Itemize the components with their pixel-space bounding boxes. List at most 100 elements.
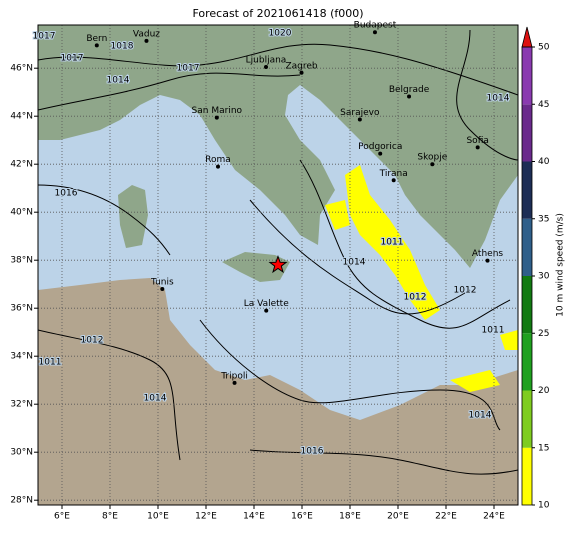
isobar-label: 1012: [454, 286, 477, 296]
x-tick-label: 12°E: [195, 512, 217, 522]
map-area: [38, 25, 518, 505]
x-tick-label: 22°E: [435, 512, 457, 522]
colorbar-tick-label: 15: [538, 443, 549, 453]
isobar-label: 1017: [61, 54, 84, 64]
x-tick-label: 10°E: [147, 512, 169, 522]
isobar-label: 1014: [343, 258, 366, 268]
colorbar-tick-label: 20: [538, 386, 550, 396]
y-tick-label: 42°N: [10, 160, 33, 170]
city-label: San Marino: [192, 106, 243, 116]
city-label: Athens: [472, 249, 503, 259]
isobar-label: 1014: [487, 94, 510, 104]
y-tick-label: 46°N: [10, 64, 33, 74]
city-marker: [144, 38, 149, 43]
isobar-label: 1014: [469, 411, 492, 421]
isobar-label: 1016: [55, 189, 78, 199]
y-tick-label: 34°N: [10, 352, 33, 362]
isobar-label: 1017: [33, 32, 56, 42]
city-label: Tunis: [150, 278, 174, 288]
colorbar-segment: [522, 333, 532, 391]
colorbar-tick-label: 10: [538, 501, 550, 511]
x-tick-label: 20°E: [387, 512, 409, 522]
colorbar-tick-label: 25: [538, 329, 549, 339]
y-tick-label: 38°N: [10, 256, 33, 266]
city-marker: [378, 151, 383, 156]
y-tick-label: 30°N: [10, 448, 33, 458]
city-label: Vaduz: [133, 29, 160, 39]
y-tick-label: 40°N: [10, 208, 33, 218]
city-marker: [485, 258, 490, 263]
city-label: Budapest: [354, 21, 397, 31]
isobar-label: 1018: [111, 42, 134, 52]
sicily: [222, 252, 290, 282]
y-tick-label: 32°N: [10, 400, 33, 410]
city-marker: [216, 164, 220, 169]
colorbar-segment: [522, 47, 532, 105]
city-label: Tirana: [379, 169, 408, 179]
colorbar-segment: [522, 447, 532, 505]
city-marker: [357, 117, 362, 122]
y-tick-label: 44°N: [10, 112, 33, 122]
x-tick-label: 24°E: [483, 512, 505, 522]
colorbar-tick-label: 45: [538, 100, 549, 110]
isobar-label: 1012: [81, 336, 104, 346]
city-marker: [94, 43, 99, 48]
title: Forecast of 2021061418 (f000): [192, 7, 363, 20]
x-tick-label: 8°E: [102, 512, 118, 522]
city-marker: [264, 65, 268, 69]
y-tick-label: 28°N: [10, 496, 33, 506]
isobar-label: 1014: [144, 394, 167, 404]
y-tick-label: 36°N: [10, 304, 33, 314]
isobar-label: 1011: [39, 358, 62, 368]
map-frame: [37, 24, 519, 506]
isobar-label: 1011: [482, 326, 505, 336]
city-label: Zagreb: [285, 61, 317, 71]
x-tick-label: 16°E: [291, 512, 313, 522]
colorbar-tick-label: 50: [538, 43, 550, 53]
city-marker: [391, 178, 396, 183]
x-tick-label: 6°E: [54, 512, 70, 522]
colorbar-segment: [522, 104, 532, 162]
city-marker: [372, 30, 377, 35]
colorbar-segment: [522, 218, 532, 276]
isobar-label: 1016: [301, 447, 324, 457]
city-label: Bern: [86, 34, 107, 44]
isobars: [38, 29, 518, 475]
colorbar-tick-label: 40: [538, 157, 550, 167]
colorbar-segment: [522, 276, 532, 334]
colorbar-tick-label: 35: [538, 214, 549, 224]
colorbar-extend: [521, 26, 533, 48]
colorbar-segment: [522, 390, 532, 448]
isobar-label: 1011: [381, 238, 404, 248]
city-marker: [430, 162, 435, 167]
colorbar-label: 10 m wind speed (m/s): [556, 213, 566, 317]
city-label: Belgrade: [389, 85, 430, 95]
colorbar-tick-label: 30: [538, 272, 550, 282]
city-marker: [214, 115, 219, 120]
isobar-label: 1020: [269, 29, 292, 39]
city-label: Ljubljana: [246, 56, 287, 66]
city-label: Podgorica: [358, 142, 402, 152]
isobar-label: 1014: [107, 76, 130, 86]
wind-speed-area: [325, 165, 518, 392]
city-label: Skopje: [417, 153, 447, 163]
isobar-label: 1017: [177, 64, 200, 74]
city-marker: [232, 380, 237, 385]
graticule: [38, 25, 518, 505]
city-marker: [407, 94, 412, 99]
isobar-label: 1012: [404, 293, 427, 303]
city-marker: [299, 70, 304, 75]
x-tick-label: 14°E: [243, 512, 265, 522]
city-label: Tripoli: [220, 371, 248, 381]
x-tick-label: 18°E: [339, 512, 361, 522]
colorbar-segment: [522, 161, 532, 219]
city-marker: [160, 287, 165, 291]
city-label: La Valette: [244, 299, 289, 309]
city-label: Sofia: [466, 136, 488, 146]
city-label: Roma: [205, 155, 231, 165]
sardinia-corsica: [118, 185, 148, 248]
city-label: Sarajevo: [340, 108, 380, 118]
city-marker: [475, 145, 480, 150]
city-marker: [264, 308, 269, 313]
